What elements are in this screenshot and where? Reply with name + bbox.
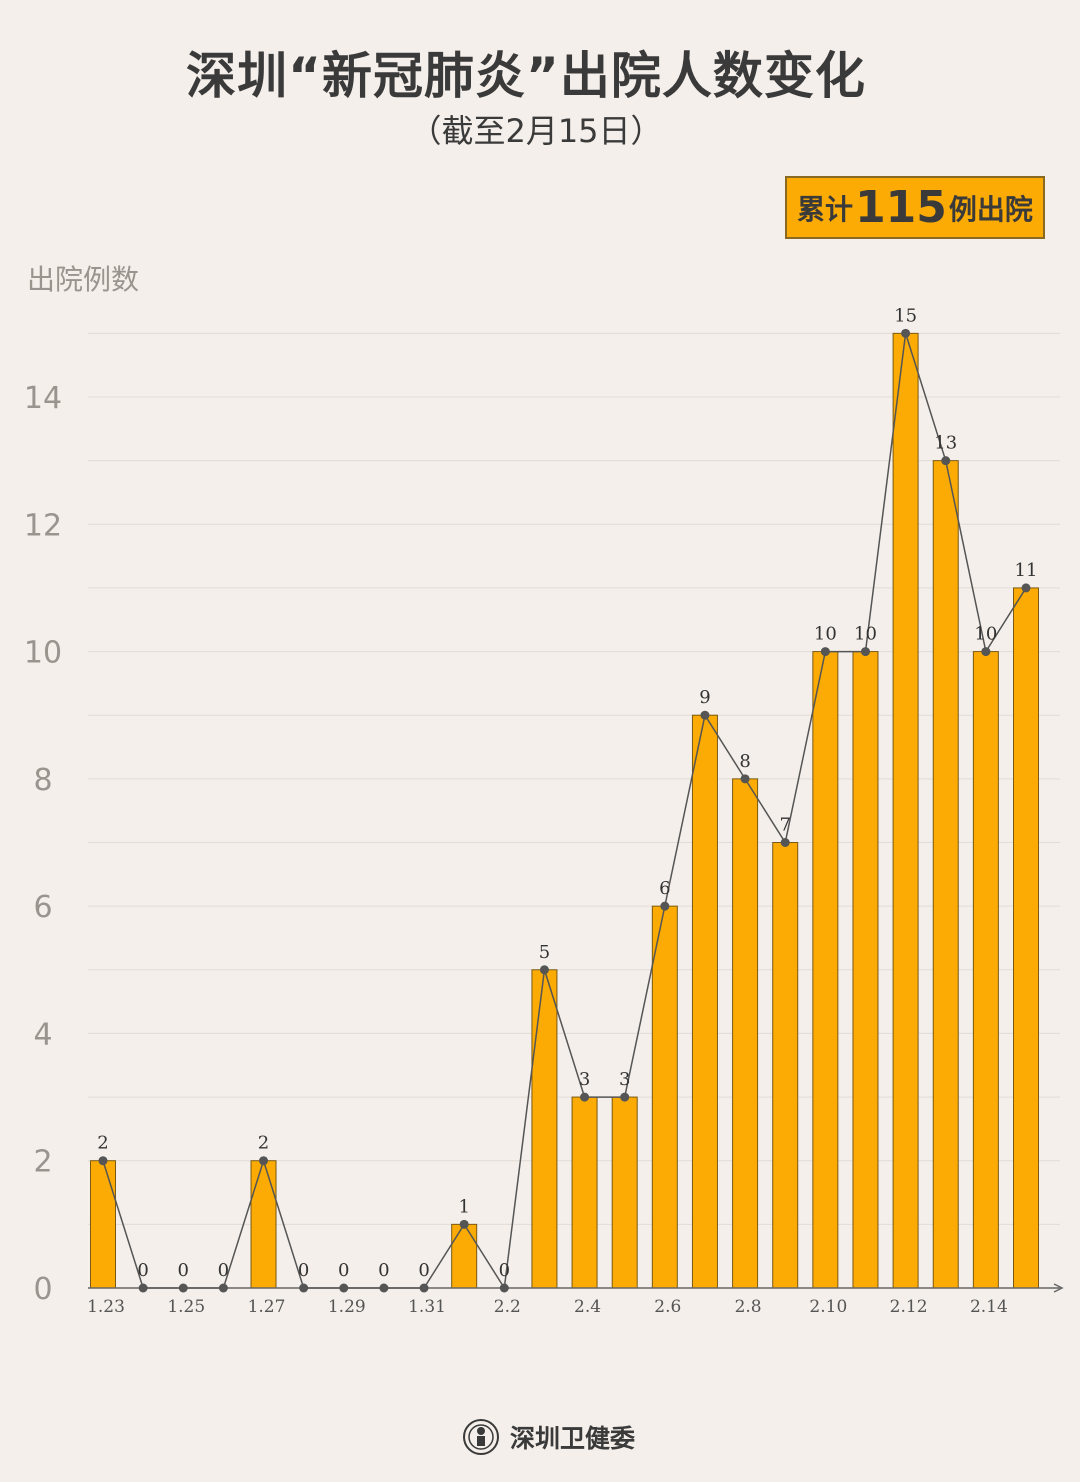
data-point: [820, 647, 830, 657]
health-commission-logo-icon: [463, 1419, 499, 1455]
data-label: 0: [178, 1260, 189, 1281]
y-tick-label: 8: [33, 763, 52, 798]
y-tick-label: 2: [33, 1145, 52, 1180]
data-point: [339, 1283, 349, 1293]
y-tick-label: 4: [33, 1017, 52, 1052]
data-point: [981, 647, 991, 657]
bar: [932, 460, 959, 1289]
bar: [1013, 587, 1039, 1289]
x-tick-label: 1.27: [248, 1297, 286, 1317]
page-subtitle: （截至2月15日）: [409, 112, 663, 150]
bar: [531, 969, 558, 1289]
data-point: [299, 1283, 309, 1293]
x-tick-label: 1.23: [87, 1297, 125, 1317]
x-tick-label: 2.10: [809, 1297, 847, 1317]
data-label: 0: [137, 1260, 148, 1281]
x-tick-label: 2.2: [494, 1297, 521, 1317]
series-line: [102, 333, 1027, 1291]
data-label: 13: [934, 433, 957, 454]
x-tick-label: 2.4: [574, 1297, 601, 1317]
x-tick-label: 2.8: [735, 1297, 762, 1317]
data-point: [901, 328, 911, 338]
data-point: [620, 1092, 630, 1102]
badge-number: 115: [855, 182, 947, 233]
bar: [892, 332, 919, 1289]
data-point: [860, 647, 870, 657]
data-label: 6: [659, 878, 670, 899]
data-label: 0: [338, 1260, 349, 1281]
bar: [451, 1223, 478, 1289]
data-label: 3: [619, 1069, 630, 1090]
bar: [691, 714, 718, 1289]
bar: [611, 1096, 638, 1289]
data-label: 0: [499, 1260, 510, 1281]
data-point: [941, 456, 951, 466]
data-label: 15: [894, 305, 917, 326]
bar: [972, 651, 999, 1289]
badge-prefix: 累计: [797, 192, 854, 226]
data-point: [700, 710, 710, 720]
data-point: [98, 1156, 108, 1166]
data-point: [660, 901, 670, 911]
data-point: [178, 1283, 188, 1293]
badge-suffix: 例出院: [948, 192, 1033, 226]
data-point: [259, 1156, 269, 1166]
page-title: 深圳“新冠肺炎”出院人数变化: [186, 47, 866, 105]
x-tick-label: 1.29: [328, 1297, 366, 1317]
data-label: 8: [739, 751, 750, 772]
bar: [772, 842, 799, 1289]
data-point: [419, 1283, 429, 1293]
bar: [852, 651, 879, 1289]
data-point: [218, 1283, 228, 1293]
data-label: 0: [418, 1260, 429, 1281]
data-point: [379, 1283, 389, 1293]
x-tick-label: 2.12: [890, 1297, 928, 1317]
x-tick-label: 1.31: [408, 1297, 446, 1317]
x-tick-label: 1.25: [167, 1297, 205, 1317]
data-label: 10: [854, 624, 877, 645]
data-label: 2: [258, 1133, 269, 1154]
bar: [651, 905, 678, 1289]
data-point: [740, 774, 750, 784]
y-tick-label: 12: [24, 508, 62, 543]
data-point: [138, 1283, 148, 1293]
data-label: 0: [298, 1260, 309, 1281]
y-tick-label: 0: [33, 1272, 52, 1307]
y-tick-label: 6: [33, 890, 52, 925]
data-point: [459, 1219, 469, 1229]
data-point: [1021, 583, 1031, 593]
x-tick-label: 2.6: [654, 1297, 681, 1317]
data-label: 7: [779, 815, 790, 836]
data-label: 0: [218, 1260, 229, 1281]
data-label: 9: [699, 687, 710, 708]
data-label: 5: [539, 942, 550, 963]
data-point: [580, 1092, 590, 1102]
bar: [812, 651, 839, 1289]
data-point: [780, 838, 790, 847]
footer: 深圳卫健委: [462, 1418, 635, 1456]
data-label: 2: [97, 1133, 108, 1154]
x-axis-arrow-icon: [1053, 1283, 1064, 1293]
data-label: 0: [378, 1260, 389, 1281]
y-tick-label: 10: [24, 636, 62, 671]
data-label: 11: [1015, 560, 1038, 581]
y-axis-label: 出院例数: [27, 263, 140, 296]
bar: [732, 778, 759, 1289]
x-tick-label: 2.14: [970, 1297, 1008, 1317]
data-label: 10: [814, 624, 837, 645]
data-point: [539, 965, 549, 975]
footer-org: 深圳卫健委: [510, 1424, 636, 1453]
data-label: 3: [579, 1069, 590, 1090]
data-label: 10: [974, 624, 997, 645]
data-point: [499, 1283, 509, 1293]
bar: [90, 1160, 116, 1289]
bar: [250, 1160, 277, 1289]
y-tick-label: 14: [24, 381, 62, 416]
bar: [571, 1096, 598, 1289]
total-badge: 累计 115 例出院: [785, 176, 1045, 239]
data-label: 1: [458, 1196, 469, 1217]
